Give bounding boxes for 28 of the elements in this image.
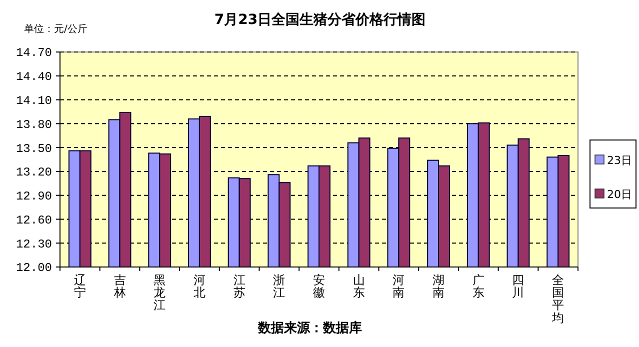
x-tick-label: 黑龙江 — [154, 273, 166, 312]
x-tick-label: 河北 — [193, 273, 206, 300]
y-axis-title: 单位：元/公斤 — [24, 23, 88, 35]
y-tick-label: 12.60 — [16, 213, 52, 228]
source-note: 数据来源：数据库 — [257, 320, 362, 336]
y-tick-label: 13.50 — [16, 142, 52, 156]
y-tick-label: 12.30 — [16, 237, 52, 252]
y-tick-label: 12.00 — [16, 261, 52, 276]
legend-label: 23日 — [607, 154, 632, 167]
y-tick-label: 13.20 — [16, 166, 52, 180]
y-tick-label: 14.10 — [16, 94, 52, 108]
x-tick-label: 吉林 — [112, 273, 126, 300]
x-tick-label: 安徽 — [313, 273, 325, 300]
y-tick-label: 13.80 — [16, 118, 52, 132]
x-tick-label: 辽宁 — [74, 273, 86, 300]
y-tick-label: 12.90 — [16, 190, 52, 204]
x-tick-label: 江苏 — [233, 273, 246, 300]
y-tick-label: 14.70 — [16, 46, 52, 60]
x-tick-label: 浙江 — [273, 273, 286, 300]
y-tick-label: 14.40 — [16, 70, 52, 84]
x-tick-label: 山东 — [352, 273, 365, 300]
x-tick-label: 广东 — [472, 273, 484, 300]
x-tick-label: 河南 — [392, 273, 405, 300]
x-tick-label: 四川 — [512, 273, 524, 300]
chart-title: 7月23日全国生猪分省价格行情图 — [214, 12, 426, 28]
legend-label: 20日 — [607, 188, 632, 201]
x-tick-label: 全国平均 — [551, 273, 564, 325]
x-tick-label: 湖南 — [432, 273, 445, 300]
